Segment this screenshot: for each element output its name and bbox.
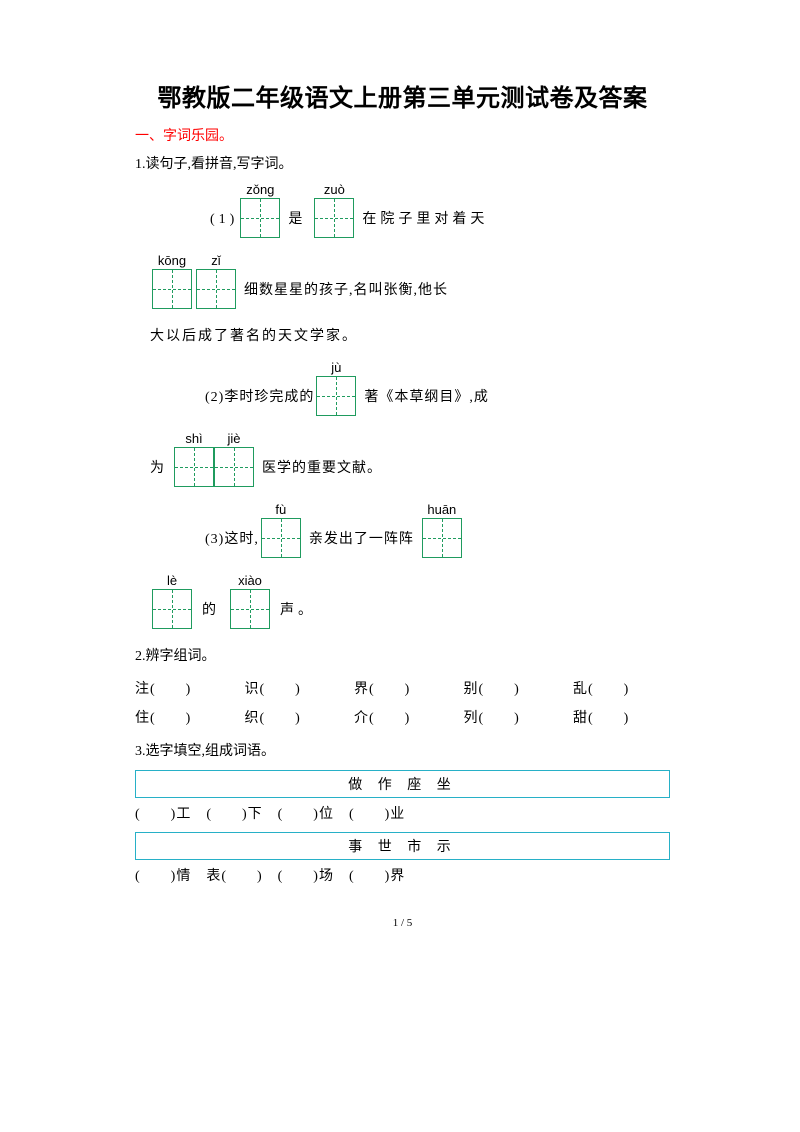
q2-cell[interactable]: 织( ): [245, 704, 350, 733]
q1-s2: (2)李时珍完成的 jù 著《本草纲目》,成: [150, 361, 690, 416]
pinyin: jù: [331, 361, 341, 374]
s3-mid: 亲发出了一阵阵: [309, 528, 414, 558]
pinyin: lè: [167, 574, 177, 587]
q1-s3: (3)这时, fù 亲发出了一阵阵 huān: [150, 503, 690, 558]
text-shi: 是: [288, 208, 306, 238]
tian-box[interactable]: [230, 589, 270, 629]
s2-tail2: 医学的重要文献。: [262, 457, 382, 487]
s1-line3: 大以后成了著名的天文学家。: [150, 325, 690, 345]
text-tail2: 细数星星的孩子,名叫张衡,他长: [244, 279, 448, 309]
q2-cell[interactable]: 识( ): [245, 675, 350, 704]
tian-box[interactable]: [214, 447, 254, 487]
s1-num: (1): [210, 212, 238, 238]
document-title: 鄂教版二年级语文上册第三单元测试卷及答案: [115, 78, 690, 113]
pinyin: zuò: [324, 183, 345, 196]
pinyin: zǒng: [246, 183, 274, 196]
section-1-header: 一、字词乐园。: [135, 125, 690, 145]
s2-tail1: 著《本草纲目》,成: [364, 386, 489, 416]
q1-s2b: 为 shì jiè 医学的重要文献。: [150, 432, 690, 487]
q3-prompt: 3.选字填空,组成词语。: [135, 740, 690, 760]
word-bank-2: 事 世 市 示: [135, 832, 670, 860]
page: 鄂教版二年级语文上册第三单元测试卷及答案 一、字词乐园。 1.读句子,看拼音,写…: [0, 0, 800, 969]
tian-box[interactable]: [152, 589, 192, 629]
tian-box[interactable]: [152, 269, 192, 309]
tian-box[interactable]: [196, 269, 236, 309]
tian-box[interactable]: [174, 447, 214, 487]
q2-row2: 住( ) 织( ) 介( ) 列( ) 甜( ): [135, 704, 690, 733]
s3-lead: (3)这时,: [205, 528, 259, 558]
q2-cell[interactable]: 注( ): [135, 675, 240, 704]
pinyin-box-ju: jù: [316, 361, 356, 416]
tian-box[interactable]: [314, 198, 354, 238]
tian-box[interactable]: [261, 518, 301, 558]
q2-cell[interactable]: 界( ): [354, 675, 459, 704]
pinyin-box-fu: fù: [261, 503, 301, 558]
s3-sheng: 声。: [280, 599, 316, 629]
tian-box[interactable]: [316, 376, 356, 416]
page-number: 1 / 5: [115, 917, 690, 929]
s2-wei: 为: [150, 457, 168, 487]
q2-prompt: 2.辨字组词。: [135, 645, 690, 665]
q2-row1: 注( ) 识( ) 界( ) 别( ) 乱( ): [135, 675, 690, 704]
pinyin: huān: [427, 503, 456, 516]
q2-cell[interactable]: 介( ): [354, 704, 459, 733]
q1-s1: (1) zǒng 是 zuò 在院子里对着天: [150, 183, 690, 238]
pinyin-box-jie: jiè: [214, 432, 254, 487]
pinyin-box-zong: zǒng: [240, 183, 280, 238]
q1-prompt: 1.读句子,看拼音,写字词。: [135, 153, 690, 173]
q2-cell[interactable]: 列( ): [464, 704, 569, 733]
q3-fill1[interactable]: ( )工 ( )下 ( )位 ( )业: [135, 801, 690, 829]
q1-s3b: lè 的 xiào 声。: [150, 574, 690, 629]
pinyin: kōng: [158, 254, 186, 267]
word-bank-1: 做 作 座 坐: [135, 770, 670, 798]
s3-de: 的: [202, 599, 220, 629]
q2-cell[interactable]: 别( ): [464, 675, 569, 704]
tian-box[interactable]: [422, 518, 462, 558]
pinyin-box-shi: shì: [174, 432, 214, 487]
pinyin: xiào: [238, 574, 262, 587]
pinyin-box-kong: kōng: [152, 254, 192, 309]
pinyin-box-xiao: xiào: [230, 574, 270, 629]
pinyin-box-zuo: zuò: [314, 183, 354, 238]
pinyin: zǐ: [211, 254, 220, 267]
s2-lead: (2)李时珍完成的: [205, 386, 314, 416]
pinyin: fù: [275, 503, 286, 516]
q2-cell[interactable]: 乱( ): [573, 675, 678, 704]
pinyin: shì: [185, 432, 202, 445]
pinyin-box-zi: zǐ: [196, 254, 236, 309]
tian-box[interactable]: [240, 198, 280, 238]
pinyin-box-huan: huān: [422, 503, 462, 558]
text-tail1: 在院子里对着天: [362, 208, 488, 238]
q2-cell[interactable]: 住( ): [135, 704, 240, 733]
q3-fill2[interactable]: ( )情 表( ) ( )场 ( )界: [135, 863, 690, 891]
q2-cell[interactable]: 甜( ): [573, 704, 678, 733]
pinyin: jiè: [227, 432, 240, 445]
pinyin-box-le: lè: [152, 574, 192, 629]
q1-s1b: kōng zǐ 细数星星的孩子,名叫张衡,他长: [150, 254, 690, 309]
